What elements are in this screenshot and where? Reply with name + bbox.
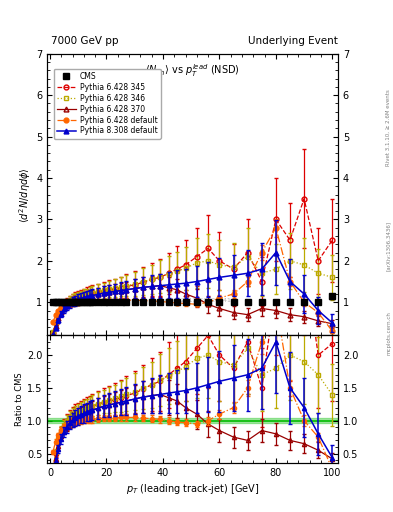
Y-axis label: Ratio to CMS: Ratio to CMS [15, 373, 24, 426]
Text: CMS_2011_S9120041: CMS_2011_S9120041 [165, 297, 232, 303]
Text: Rivet 3.1.10, ≥ 2.6M events: Rivet 3.1.10, ≥ 2.6M events [386, 90, 391, 166]
Text: Underlying Event: Underlying Event [248, 36, 338, 46]
Text: mcplots.cern.ch: mcplots.cern.ch [386, 311, 391, 355]
Bar [47, 418, 338, 423]
Y-axis label: $\langle d^{2}N/d\eta d\phi\rangle$: $\langle d^{2}N/d\eta d\phi\rangle$ [17, 166, 33, 223]
Text: $\langle N_{ch}\rangle$ vs $p_T^{lead}$ (NSD): $\langle N_{ch}\rangle$ vs $p_T^{lead}$ … [145, 62, 240, 79]
Text: 7000 GeV pp: 7000 GeV pp [51, 36, 119, 46]
Text: [arXiv:1306.3436]: [arXiv:1306.3436] [386, 221, 391, 271]
Legend: CMS, Pythia 6.428 345, Pythia 6.428 346, Pythia 6.428 370, Pythia 6.428 default,: CMS, Pythia 6.428 345, Pythia 6.428 346,… [54, 69, 161, 139]
X-axis label: $p_T$ (leading track-jet) [GeV]: $p_T$ (leading track-jet) [GeV] [126, 482, 259, 497]
